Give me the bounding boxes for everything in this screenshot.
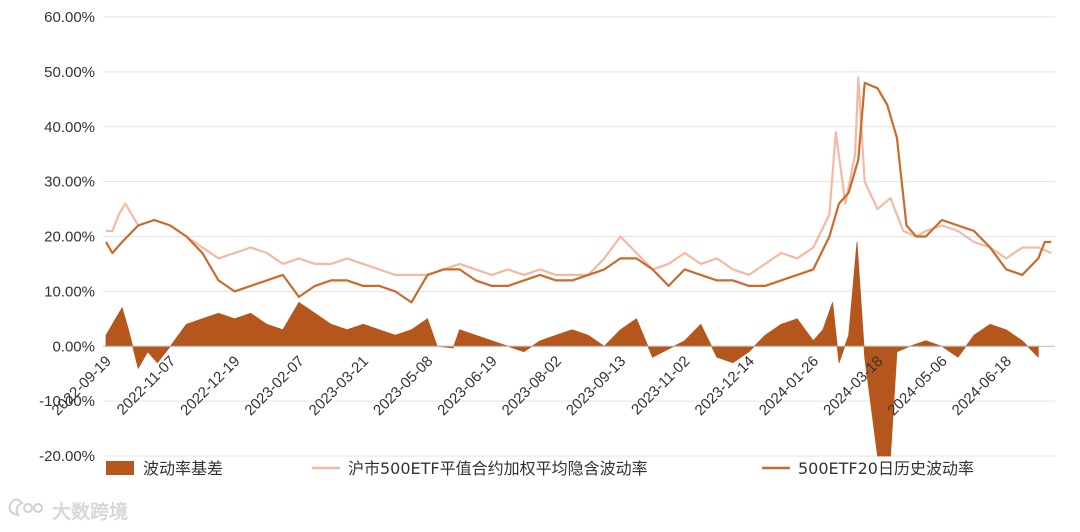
y-tick-label: -20.00%: [39, 448, 95, 465]
x-tick-label: 2023-03-21: [306, 353, 372, 419]
legend-item-basis: 波动率基差: [106, 459, 223, 478]
y-tick-label: -10.00%: [39, 393, 95, 410]
x-tick-label: 2024-01-26: [756, 353, 822, 419]
legend-label-implied-vol: 沪市500ETF平值合约加权平均隐含波动率: [348, 459, 648, 478]
watermark: 大数跨境: [8, 498, 128, 523]
y-axis-ticks: -20.00% -10.00% 0.00% 10.00% 20.00% 30.00% 40.…: [39, 9, 95, 465]
legend-item-historical-vol: 500ETF20日历史波动率: [762, 459, 974, 478]
x-tick-label: 2022-11-07: [114, 353, 179, 418]
y-tick-label: 10.00%: [44, 283, 95, 300]
series-line-historical-vol: [105, 81, 1052, 304]
legend: 波动率基差 沪市500ETF平值合约加权平均隐含波动率 500ETF20日历史波…: [106, 459, 974, 478]
series-line-implied-vol: [106, 76, 1052, 276]
legend-label-historical-vol: 500ETF20日历史波动率: [798, 459, 974, 478]
y-tick-label: 20.00%: [44, 229, 95, 246]
x-tick-label: 2023-06-19: [434, 353, 500, 419]
series-lines: [103, 76, 1055, 347]
series-area-basis: [105, 241, 1039, 457]
legend-item-implied-vol: 沪市500ETF平值合约加权平均隐含波动率: [312, 459, 648, 478]
y-tick-label: 0.00%: [52, 338, 95, 355]
x-tick-label: 2024-06-18: [949, 353, 1015, 419]
y-tick-label: 40.00%: [44, 119, 95, 136]
x-tick-label: 2023-11-02: [628, 353, 693, 418]
legend-swatch-basis: [106, 461, 134, 475]
basis-area: [105, 241, 1039, 457]
x-tick-label: 2023-12-14: [692, 353, 758, 419]
x-tick-label: 2023-02-07: [241, 353, 307, 419]
x-tick-label: 2023-05-08: [370, 353, 436, 419]
x-tick-label: 2023-09-13: [563, 353, 629, 419]
brand-logo-icon: [8, 498, 43, 517]
watermark-text: 大数跨境: [52, 500, 128, 523]
x-tick-label: 2023-08-02: [499, 353, 565, 419]
legend-label-basis: 波动率基差: [143, 459, 223, 478]
y-tick-label: 30.00%: [44, 174, 95, 191]
x-tick-label: 2022-12-19: [177, 353, 243, 419]
y-tick-label: 50.00%: [44, 64, 95, 81]
y-tick-label: 60.00%: [44, 9, 95, 26]
